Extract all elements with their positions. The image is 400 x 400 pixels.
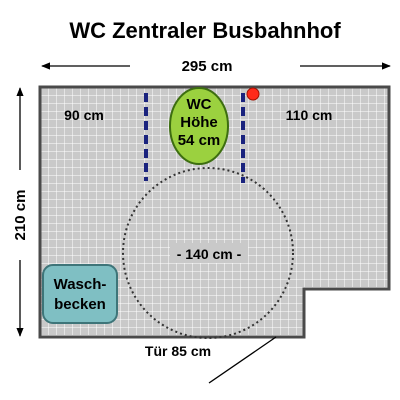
emergency-button-icon <box>246 87 260 101</box>
toilet-label-line3: 54 cm <box>178 132 221 149</box>
plan-title: WC Zentraler Busbahnhof <box>69 18 341 43</box>
toilet-label-line2: Höhe <box>180 114 218 131</box>
left-clearance-label: 90 cm <box>64 107 104 123</box>
right-clearance-label: 110 cm <box>286 107 333 123</box>
turning-circle-label: - 140 cm - <box>177 246 242 262</box>
room-floor <box>38 85 391 339</box>
turning-label-bg <box>170 243 248 263</box>
sink-label-line1: Wasch- <box>54 276 107 293</box>
height-label: 210 cm <box>12 190 29 241</box>
toilet <box>169 87 229 165</box>
toilet-label-line1: WC <box>187 96 212 113</box>
sink-label-line2: becken <box>54 296 106 313</box>
door-swing-line <box>208 336 277 384</box>
turning-circle <box>122 167 294 339</box>
width-label: 295 cm <box>182 58 233 75</box>
sink <box>42 264 118 324</box>
door-label: Tür 85 cm <box>145 343 211 359</box>
